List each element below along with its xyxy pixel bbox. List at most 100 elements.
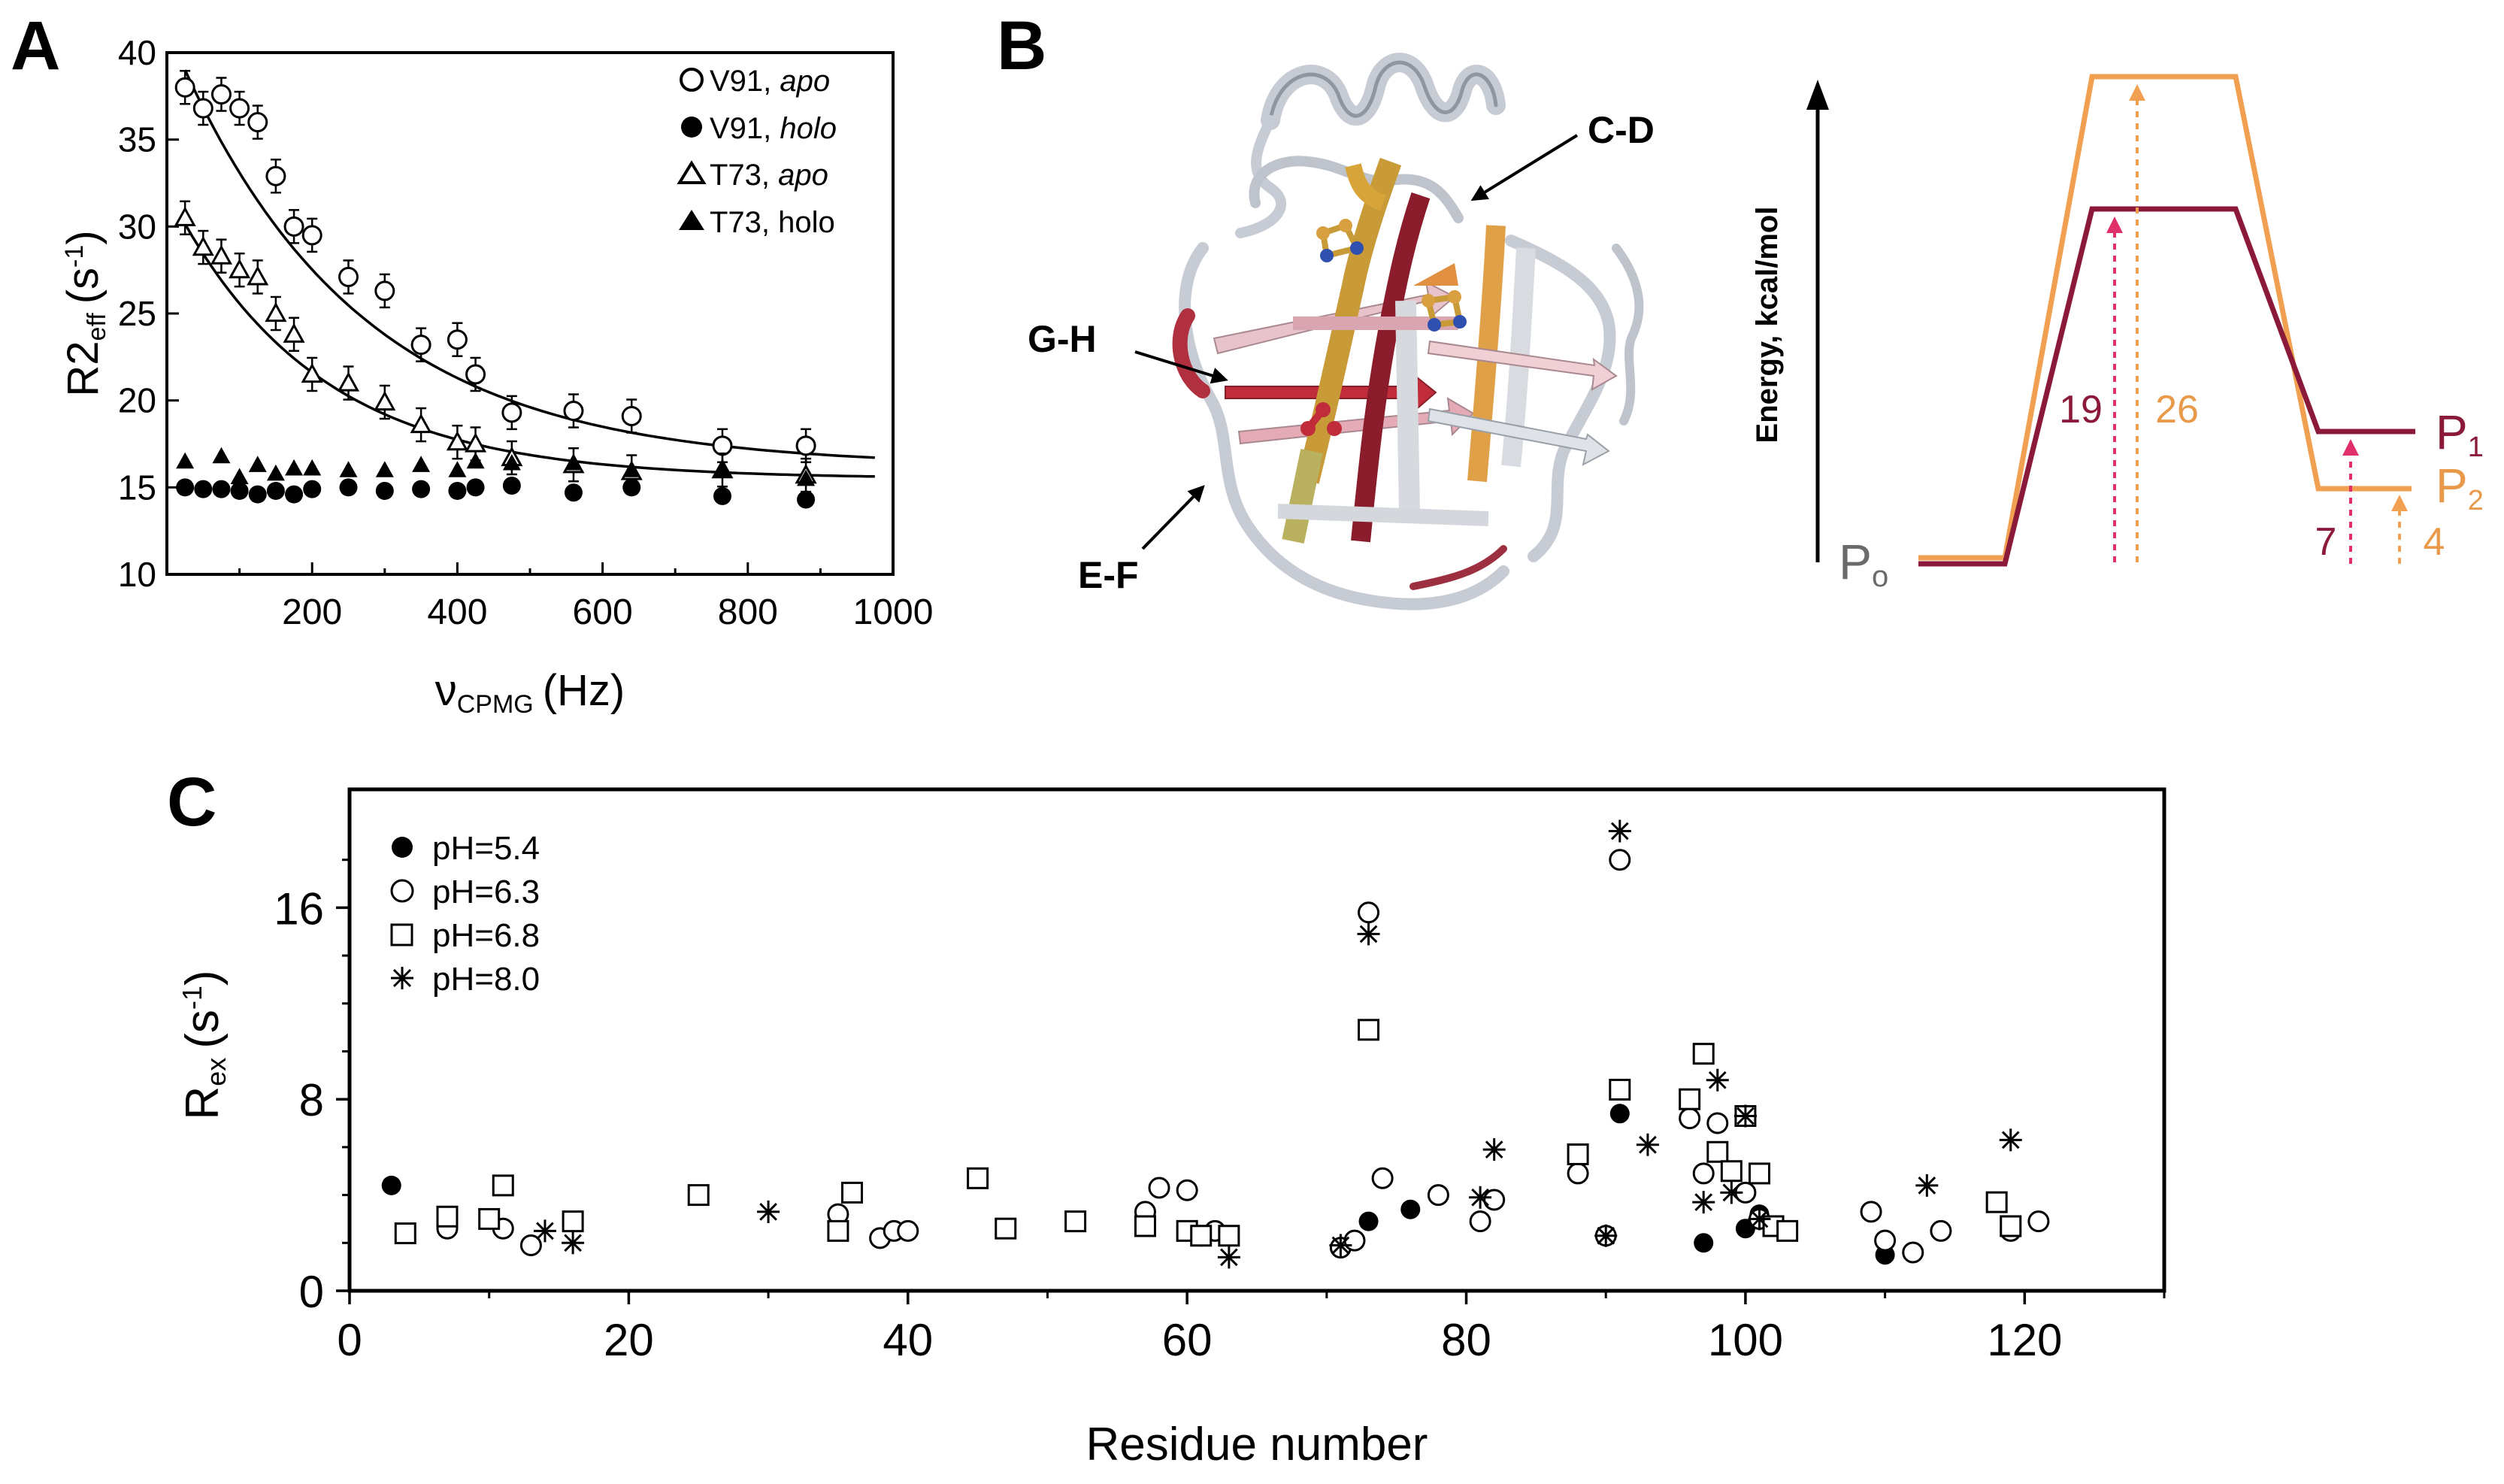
data-point-t73-holo: [266, 464, 285, 481]
ribbon-loop-left: [1235, 115, 1287, 238]
state-label-p2: P2: [2436, 459, 2484, 516]
data-point-t73-apo: [301, 362, 323, 383]
fit-curve-v91-apo: [183, 69, 875, 459]
data-point-t73-holo: [176, 452, 195, 469]
panel-a-x-tick-label: 1000: [853, 592, 934, 632]
state-label-p0-main: P: [1839, 534, 1872, 589]
data-point-v91-apo: [465, 364, 486, 385]
panel-a-x-label-sub: CPMG: [457, 690, 534, 719]
ribbon-strand-5: [1351, 192, 1431, 543]
data-point-ph-8-0: [1748, 1207, 1771, 1231]
panel-a-y-tick-label: 25: [118, 294, 156, 333]
data-point-ph-6-3: [1343, 1229, 1366, 1252]
ribbon-strand-10: [1427, 407, 1610, 466]
data-point-ph-6-8: [1776, 1219, 1799, 1242]
data-point-v91-holo: [194, 480, 213, 498]
data-point-v91-holo: [797, 490, 816, 509]
data-point-ph-6-3: [1148, 1177, 1170, 1199]
data-point-ph-8-0: [562, 1231, 585, 1255]
data-point-v91-apo: [283, 216, 304, 237]
residue-atom-nitrogen: [1320, 249, 1334, 262]
data-point-v91-holo: [212, 480, 231, 498]
data-point-v91-apo: [229, 98, 250, 119]
residue-atom-carbon: [1339, 219, 1352, 232]
data-point-ph-5-4: [1609, 1104, 1630, 1124]
legend-entry-v91-apo-name: V91,: [710, 65, 780, 98]
data-point-t73-apo: [465, 432, 487, 453]
panel-c-points: [381, 819, 2050, 1269]
state-label-p1-sub: 1: [2468, 432, 2484, 463]
ribbon-strand-7: [1467, 225, 1506, 483]
panel-c-y-tick-label: 0: [299, 1267, 324, 1317]
data-point-v91-holo: [285, 485, 304, 504]
data-point-ph-6-8: [1567, 1143, 1589, 1165]
legend-entry-ph54: pH=5.4: [432, 830, 540, 867]
data-point-ph-6-3: [1483, 1189, 1506, 1211]
data-point-v91-apo: [174, 77, 195, 98]
panel-a-x-ticks: 200 400 600 800 1000: [238, 562, 934, 632]
energy-profile-p2: [1918, 74, 2412, 561]
data-point-t73-holo: [564, 453, 583, 471]
legend-entry-v91-holo-style: holo: [780, 112, 837, 145]
panel-a-y-ticks: 10 15 20 25 30 35 40: [118, 33, 179, 594]
panel-c-y-label-sup: -1: [177, 986, 207, 1010]
data-point-ph-6-8: [436, 1205, 459, 1228]
residue-atom: [1300, 421, 1316, 436]
data-point-ph-6-3: [1371, 1167, 1394, 1189]
data-point-t73-holo: [285, 459, 304, 476]
data-point-ph-6-3: [1567, 1162, 1589, 1185]
panel-c-x-ticks: 0 20 40 60 80 100 120: [337, 1291, 2166, 1365]
legend-marker-open-circle: [680, 68, 704, 92]
data-point-ph-6-8: [1609, 1078, 1631, 1101]
legend-entry-ph63: pH=6.3: [432, 874, 540, 910]
ribbon-helix-shade: [1268, 60, 1498, 123]
data-point-t73-holo: [248, 456, 267, 472]
ribbon-strand-12: [1277, 504, 1489, 526]
data-point-ph-6-8: [2000, 1215, 2022, 1237]
panel-c-y-label-close: ): [177, 970, 229, 986]
panel-c-letter: C: [167, 764, 216, 840]
data-point-ph-6-3: [1902, 1241, 1924, 1264]
data-point-ph-6-3: [1679, 1107, 1701, 1130]
panel-c-x-label: Residue number: [1086, 1419, 1428, 1470]
data-point-ph-6-8: [1706, 1140, 1729, 1163]
ribbon-loop-gh: [1172, 308, 1210, 398]
data-point-ph-8-0: [1999, 1128, 2022, 1152]
data-point-t73-apo: [446, 431, 468, 451]
legend-entry-ph68: pH=6.8: [432, 917, 540, 954]
legend-entry-t73-holo-name: T73, holo: [710, 206, 835, 239]
data-point-ph-6-3: [1874, 1229, 1897, 1252]
data-point-v91-holo: [248, 485, 267, 504]
data-point-t73-holo: [713, 461, 731, 477]
data-point-v91-apo: [210, 84, 232, 105]
arrow-cd-loop: [1470, 134, 1579, 201]
panel-c-frame: [347, 787, 2166, 1293]
panel-a-x-tick-label: 600: [573, 592, 633, 632]
energy-axis-label: Energy, kcal/mol: [1751, 207, 1784, 444]
data-point-ph-6-3: [2027, 1210, 2050, 1233]
ribbon-strand-gold-top: [1345, 163, 1387, 211]
data-point-t73-apo: [174, 206, 196, 226]
data-point-ph-8-0: [1733, 1104, 1757, 1128]
data-point-ph-5-4: [1358, 1211, 1379, 1231]
data-point-v91-holo: [266, 481, 285, 500]
energy-axis-arrowhead: [1806, 80, 1829, 110]
legend-marker-open-triangle: [677, 160, 707, 184]
panel-c-x-tick-label: 120: [1987, 1315, 2062, 1365]
data-point-ph-6-8: [1190, 1225, 1213, 1247]
state-label-p0-sub: o: [1872, 560, 1888, 593]
data-point-t73-holo: [375, 461, 394, 477]
data-point-v91-holo: [564, 483, 583, 502]
data-point-ph-6-8: [995, 1217, 1017, 1240]
data-point-ph-6-8: [1692, 1043, 1715, 1065]
legend-entry-t73-apo-style: apo: [778, 159, 828, 192]
panel-c-x-tick-label: 20: [604, 1315, 654, 1365]
data-point-ph-8-0: [1357, 922, 1380, 946]
legend-entry-t73-holo: T73, holo: [710, 206, 835, 239]
legend-entry-v91-apo: V91, apo: [710, 65, 830, 98]
data-point-t73-apo: [247, 265, 269, 286]
panel-a-y-label-close: ): [59, 230, 107, 244]
ribbon-strand-6: [1395, 300, 1420, 512]
label-ef-loop: E-F: [1078, 554, 1139, 596]
data-point-ph-8-0: [1469, 1186, 1492, 1209]
